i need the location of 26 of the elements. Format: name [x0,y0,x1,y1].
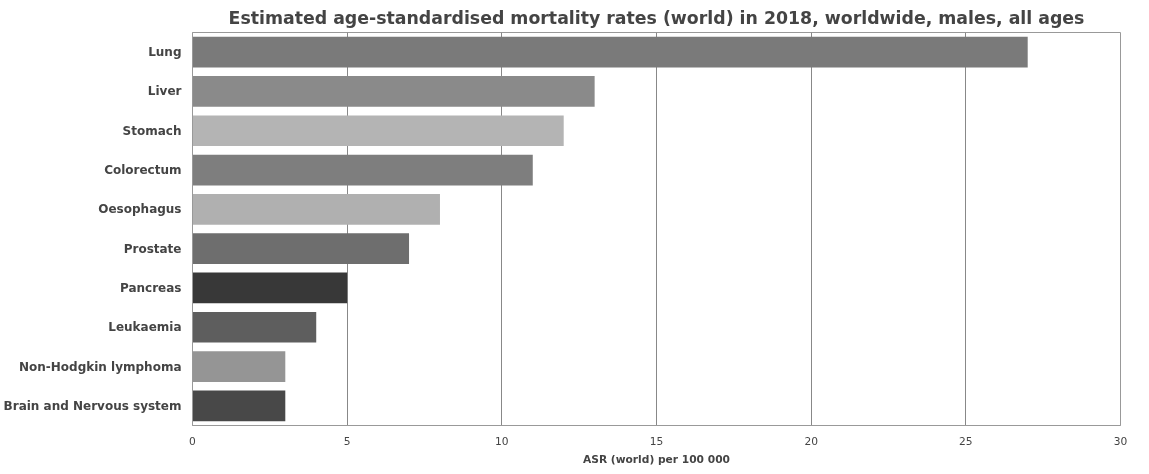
bar [192,272,348,304]
bar [192,233,410,264]
y-tick-label: Liver [147,84,182,99]
y-tick-label: Leukaemia [108,320,182,335]
y-tick-label: Stomach [122,123,182,138]
x-tick-label: 0 [189,434,197,448]
chart-title: Estimated age-standardised mortality rates (world) in 2018, worldwide, males, all ages [228,7,1085,28]
y-tick-label: Brain and Nervous system [3,398,182,413]
y-tick-label: Prostate [123,241,182,256]
bar [192,390,286,422]
x-tick-label: 5 [343,434,351,448]
x-axis-title: ASR (world) per 100 000 [583,452,731,466]
y-tick-label: Non-Hodgkin lymphoma [18,359,182,374]
x-tick-label: 30 [1113,434,1128,448]
bar [192,311,317,343]
bar [192,194,440,225]
x-tick-label: 20 [804,434,819,448]
y-tick-label: Oesophagus [98,202,182,217]
y-tick-label: Colorectum [104,163,182,178]
bar [192,36,1028,68]
y-tick-label: Lung [148,45,182,60]
x-tick-label: 15 [649,434,664,448]
x-tick-label: 10 [495,434,509,448]
bar [192,115,564,147]
x-tick-label: 25 [959,434,973,448]
y-tick-label: Pancreas [119,280,182,295]
